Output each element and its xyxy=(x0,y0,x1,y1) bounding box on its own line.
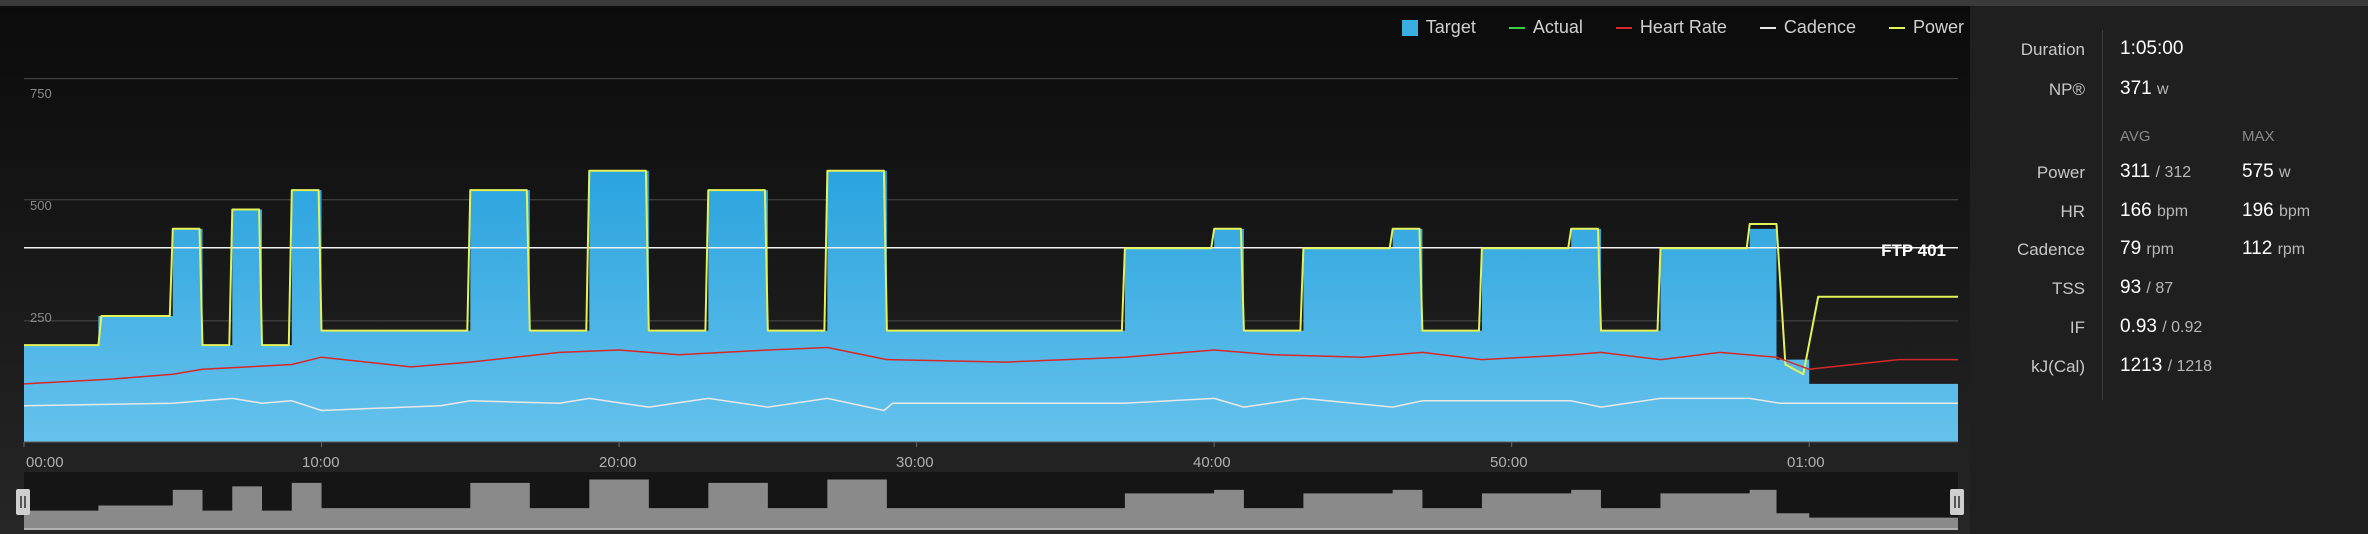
stat-number: 311 xyxy=(2120,161,2151,182)
stats-panel: Duration 1:05:00 NP® 371 w AVG MAX Power… xyxy=(1970,6,2368,534)
legend-swatch-heart-rate xyxy=(1615,26,1632,29)
stat-unit: rpm xyxy=(2277,241,2306,258)
stat-value: 93 / 87 xyxy=(2120,277,2173,299)
stat-value: 1213 / 1218 xyxy=(2120,355,2212,377)
stat-label: HR xyxy=(2060,202,2085,221)
legend-label-target: Target xyxy=(1425,17,1476,37)
target-area xyxy=(24,170,1958,442)
x-tick-label: 30:00 xyxy=(896,454,934,471)
x-tick-label: 00:00 xyxy=(26,454,64,471)
top-bar xyxy=(0,0,2368,6)
stat-unit: w xyxy=(2278,164,2291,181)
stat-max: 196 bpm xyxy=(2242,200,2310,222)
y-tick-label: 500 xyxy=(30,198,52,213)
legend-item-actual[interactable]: Actual xyxy=(1508,17,1583,38)
x-tick-label: 40:00 xyxy=(1193,454,1231,471)
x-tick-label: 01:00 xyxy=(1787,454,1825,471)
legend-label-power: Power xyxy=(1912,17,1964,37)
avg-header: AVG xyxy=(2120,128,2151,145)
stat-max: 575 w xyxy=(2242,161,2291,183)
legend-item-power[interactable]: Power xyxy=(1888,17,1964,38)
series-cadence xyxy=(23,397,1958,412)
stat-number: 112 xyxy=(2242,238,2273,259)
legend-label-cadence: Cadence xyxy=(1783,17,1856,37)
workout-chart[interactable] xyxy=(0,6,1970,534)
stats-divider xyxy=(2102,30,2103,400)
stat-label: TSS xyxy=(2051,279,2085,298)
stat-target: / 312 xyxy=(2155,164,2192,181)
x-tick-label: 10:00 xyxy=(302,454,340,471)
stat-avg: 79 rpm xyxy=(2120,238,2174,260)
stat-target: / 0.92 xyxy=(2162,319,2203,336)
chart-legend: Target Actual Heart Rate Cadence Power xyxy=(1401,17,1964,38)
range-handle-left[interactable] xyxy=(16,489,30,515)
stat-label: Cadence xyxy=(2016,240,2085,259)
stat-value: 0.93 / 0.92 xyxy=(2120,316,2202,338)
stat-number: 575 xyxy=(2242,161,2274,182)
overview-target-area xyxy=(24,479,1958,528)
legend-label-actual: Actual xyxy=(1532,17,1583,37)
stat-value: 371 w xyxy=(2120,78,2169,100)
stat-target: / 1218 xyxy=(2167,358,2213,375)
x-tick-label: 50:00 xyxy=(1490,454,1528,471)
stat-unit: rpm xyxy=(2146,241,2174,258)
stat-unit: bpm xyxy=(2156,203,2189,220)
stat-label: kJ(Cal) xyxy=(2031,357,2085,376)
stat-label: Power xyxy=(2036,163,2085,182)
legend-item-cadence[interactable]: Cadence xyxy=(1759,17,1856,38)
stat-number: 93 xyxy=(2120,277,2142,298)
y-tick-label: 750 xyxy=(30,86,52,101)
stat-number: 79 xyxy=(2120,238,2142,259)
ftp-label: FTP 401 xyxy=(1881,241,1946,260)
range-handle-right[interactable] xyxy=(1950,489,1964,515)
stat-value: 1:05:00 xyxy=(2120,38,2184,59)
stat-number: 371 xyxy=(2120,78,2152,99)
legend-label-heart-rate: Heart Rate xyxy=(1639,17,1727,37)
stat-target: / 87 xyxy=(2146,280,2174,297)
legend-swatch-cadence xyxy=(1759,26,1776,29)
stat-label: NP® xyxy=(2048,80,2085,99)
stat-label: IF xyxy=(2069,318,2085,337)
legend-swatch-power xyxy=(1888,26,1905,29)
series-power xyxy=(24,169,1958,376)
stat-max: 112 rpm xyxy=(2242,238,2305,260)
legend-swatch-actual xyxy=(1508,26,1525,29)
legend-item-heart-rate[interactable]: Heart Rate xyxy=(1615,17,1727,38)
stat-label: Duration xyxy=(2020,40,2085,59)
workout-chart-panel: Target Actual Heart Rate Cadence Power 7… xyxy=(0,6,1970,534)
legend-item-target[interactable]: Target xyxy=(1401,17,1476,38)
stat-number: 0.93 xyxy=(2120,316,2157,337)
stat-number: 1213 xyxy=(2120,355,2163,376)
stat-avg: 311 / 312 xyxy=(2120,161,2191,183)
y-tick-label: 250 xyxy=(30,310,52,325)
stat-unit: bpm xyxy=(2278,203,2311,220)
series-heart-rate xyxy=(23,346,1958,385)
stat-avg: 166 bpm xyxy=(2120,200,2188,222)
x-tick-label: 20:00 xyxy=(599,454,637,471)
stat-unit: w xyxy=(2156,81,2169,98)
max-header: MAX xyxy=(2242,128,2275,145)
stat-number: 166 xyxy=(2120,200,2152,221)
stat-number: 196 xyxy=(2242,200,2274,221)
legend-swatch-target xyxy=(1401,19,1418,36)
